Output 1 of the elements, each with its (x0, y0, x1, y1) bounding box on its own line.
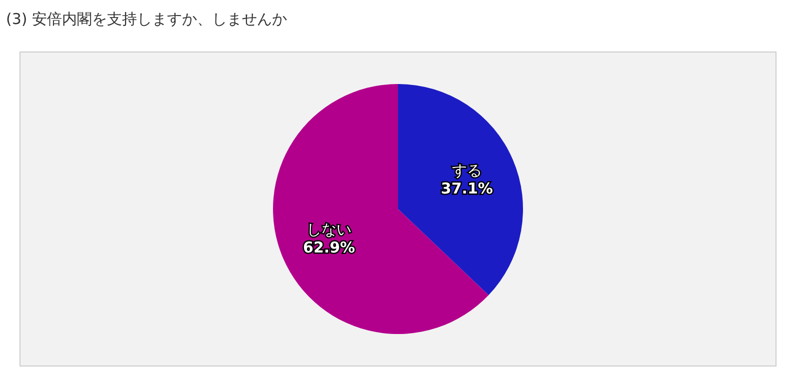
title: (3) 安倍内閣を支持しますか、しませんか (6, 10, 288, 28)
